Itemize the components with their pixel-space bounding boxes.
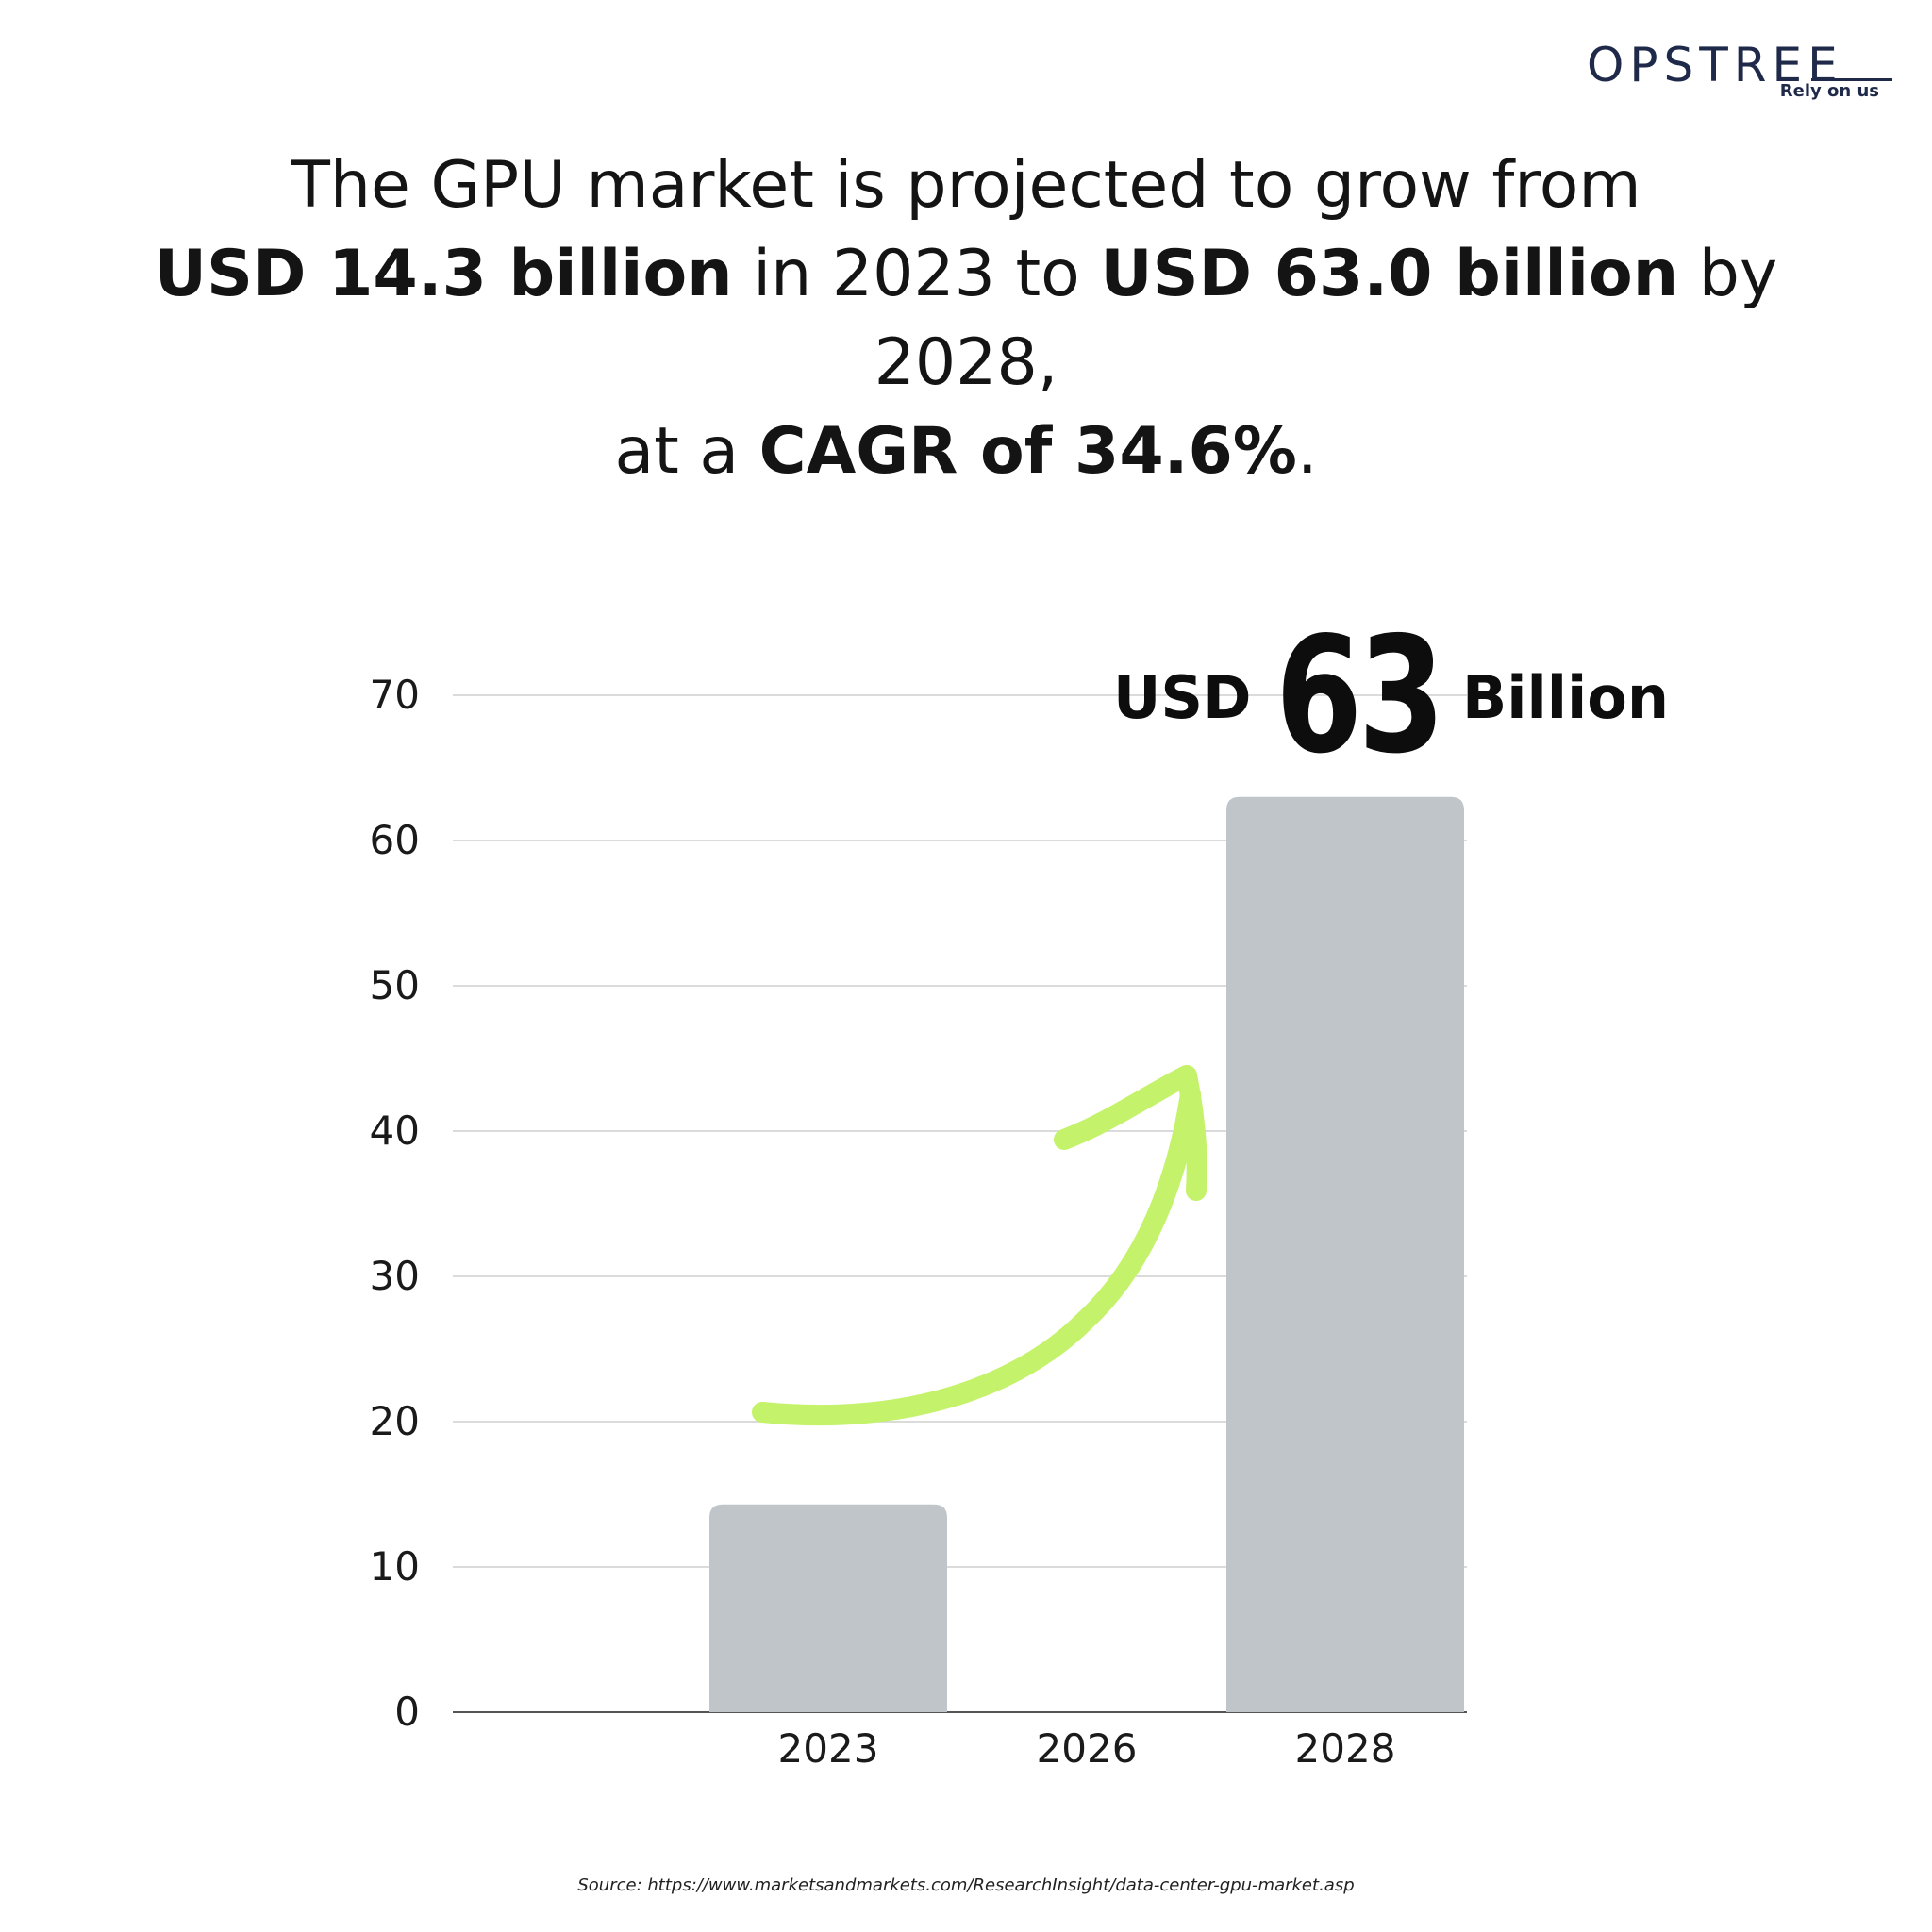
headline-at-a: at a <box>614 414 759 489</box>
headline-mid: in 2023 to <box>732 237 1101 311</box>
headline-start-value: USD 14.3 billion <box>154 237 733 311</box>
y-tick-label-30: 30 <box>370 1253 420 1299</box>
brand-underline <box>1811 78 1892 81</box>
headline-period: . <box>1296 414 1318 489</box>
headline-line2: USD 14.3 billion in 2023 to USD 63.0 bil… <box>94 230 1838 408</box>
callout-suffix: Billion <box>1462 663 1669 732</box>
headline-by-year: by 2028, <box>874 237 1778 400</box>
arrow-head <box>1054 1065 1208 1201</box>
x-tick-label-2023: 2023 <box>778 1725 879 1772</box>
brand-name: OPSTREE <box>1587 38 1843 92</box>
y-tick-label-0: 0 <box>394 1689 420 1735</box>
x-tick-label-2026: 2026 <box>1037 1725 1138 1772</box>
source-note: Source: https://www.marketsandmarkets.co… <box>577 1875 1355 1895</box>
y-tick-label-60: 60 <box>370 817 420 863</box>
headline: The GPU market is projected to grow from… <box>94 142 1838 496</box>
y-tick-label-10: 10 <box>370 1543 420 1590</box>
brand-tagline: Rely on us <box>1779 81 1879 101</box>
y-tick-labels: 0 10 20 30 40 50 60 70 <box>370 672 420 1735</box>
bar-2023 <box>709 1504 947 1712</box>
headline-cagr: CAGR of 34.6% <box>758 414 1297 489</box>
x-tick-labels: 2023 2026 2028 <box>778 1725 1396 1772</box>
bar-2028 <box>1226 796 1464 1712</box>
y-tick-label-70: 70 <box>370 672 420 718</box>
headline-line1: The GPU market is projected to grow from <box>291 148 1641 223</box>
y-tick-label-20: 20 <box>370 1398 420 1444</box>
brand-logo: OPSTREE Rely on us <box>1575 36 1896 111</box>
callout-prefix: USD <box>1113 663 1252 732</box>
growth-arrow <box>752 1065 1208 1425</box>
y-tick-label-50: 50 <box>370 962 420 1008</box>
headline-end-value: USD 63.0 billion <box>1100 237 1679 311</box>
x-tick-label-2028: 2028 <box>1295 1725 1396 1772</box>
headline-line3: at a CAGR of 34.6%. <box>94 408 1838 496</box>
callout-number: 63 <box>1275 603 1445 790</box>
chart-bars <box>709 796 1464 1712</box>
arrow-shaft <box>752 1084 1201 1425</box>
y-tick-label-40: 40 <box>370 1108 420 1154</box>
callout-annotation: USD 63 Billion <box>1113 611 1679 781</box>
